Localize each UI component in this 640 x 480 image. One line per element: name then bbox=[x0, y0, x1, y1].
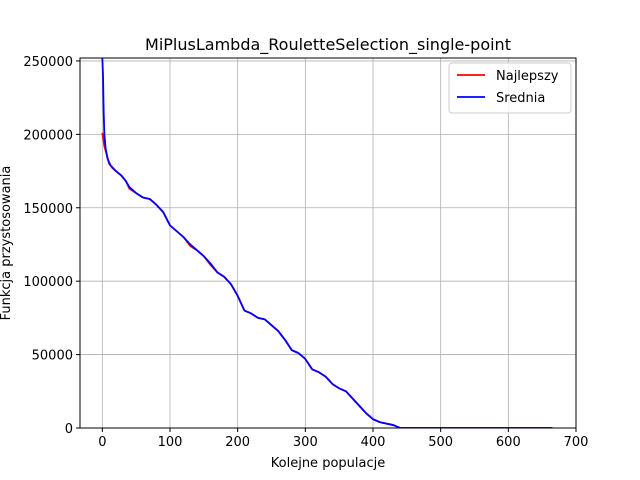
series-layer bbox=[101, 58, 553, 428]
x-tick-label: 0 bbox=[98, 435, 106, 450]
legend-label-najlepszy: Najlepszy bbox=[496, 69, 559, 84]
legend-label-srednia: Srednia bbox=[496, 91, 545, 106]
y-axis-label: Funkcja przystosowania bbox=[0, 166, 14, 321]
y-tick-label: 150000 bbox=[23, 202, 73, 217]
y-tick-label: 0 bbox=[65, 422, 73, 437]
chart-title: MiPlusLambda_RouletteSelection_single-po… bbox=[145, 35, 511, 55]
x-tick-label: 400 bbox=[361, 435, 386, 450]
legend: Najlepszy Srednia bbox=[448, 62, 572, 114]
series-line-srednia bbox=[101, 58, 553, 428]
y-tick-label: 50000 bbox=[32, 349, 73, 364]
x-tick-label: 300 bbox=[293, 435, 318, 450]
x-tick-label: 700 bbox=[564, 435, 589, 450]
x-tick-label: 100 bbox=[158, 435, 183, 450]
x-axis-label: Kolejne populacje bbox=[271, 456, 385, 471]
x-tick-label: 600 bbox=[496, 435, 521, 450]
plot-frame bbox=[79, 57, 577, 429]
y-tick-label: 100000 bbox=[23, 275, 73, 290]
y-tick-label: 200000 bbox=[23, 128, 73, 143]
x-tick-label: 500 bbox=[428, 435, 453, 450]
y-tick-label: 250000 bbox=[23, 55, 73, 70]
ticks: 0 100 200 300 400 500 600 700 0 50000 100000 150000… bbox=[23, 55, 588, 450]
x-tick-label: 200 bbox=[225, 435, 250, 450]
